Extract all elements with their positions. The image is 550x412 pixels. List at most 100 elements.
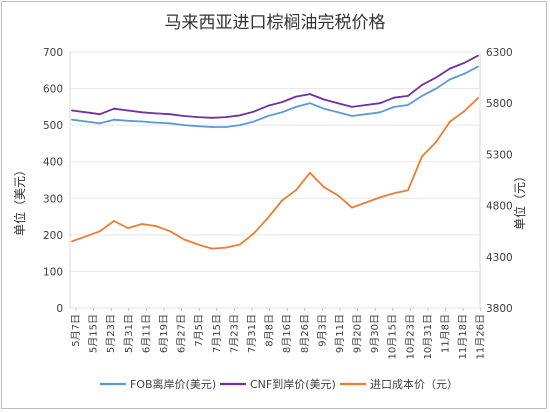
y-tick-left-0: 0: [56, 303, 63, 315]
data-point-2-26: [435, 141, 437, 144]
data-point-2-12: [239, 243, 241, 246]
data-point-2-21: [365, 201, 367, 204]
data-point-0-26: [435, 87, 437, 90]
y-tick-left-3: 300: [43, 193, 63, 205]
data-point-2-14: [267, 216, 269, 219]
data-point-1-1: [85, 111, 87, 114]
data-point-2-20: [351, 206, 353, 209]
x-tick-label-12: 8月16日: [281, 314, 293, 353]
data-point-1-12: [239, 114, 241, 117]
data-point-1-2: [99, 113, 101, 116]
data-point-0-8: [183, 124, 185, 127]
data-point-2-1: [85, 235, 87, 238]
x-tick-label-16: 9月20日: [352, 314, 364, 353]
x-tick-label-1: 5月15日: [88, 314, 100, 353]
x-tick-label-10: 7月31日: [246, 314, 258, 353]
y-tick-right-1: 4300: [486, 252, 513, 264]
data-point-2-27: [449, 120, 451, 123]
data-point-2-25: [421, 155, 423, 158]
data-point-1-17: [309, 93, 311, 95]
data-point-2-22: [379, 196, 381, 199]
data-point-2-8: [183, 238, 185, 241]
data-point-0-5: [141, 120, 143, 123]
data-point-0-21: [365, 113, 367, 116]
data-point-0-13: [253, 120, 255, 123]
x-tick-label-15: 9月11日: [334, 314, 346, 353]
y-axis-label-right: 单位（元）: [512, 170, 527, 230]
data-point-0-25: [421, 94, 423, 97]
data-point-2-19: [337, 194, 339, 197]
x-tick-label-0: 5月7日: [70, 314, 82, 347]
y-tick-left-5: 500: [43, 120, 63, 132]
x-tick-label-13: 8月26日: [299, 314, 311, 353]
x-tick-label-23: 11月26日: [475, 314, 487, 359]
data-point-2-10: [211, 247, 213, 250]
data-point-0-3: [113, 118, 115, 121]
legend-label-0: FOB离岸价(美元): [130, 377, 216, 391]
data-point-1-20: [351, 105, 353, 108]
data-point-0-22: [379, 111, 381, 114]
data-point-2-7: [169, 230, 171, 233]
data-point-1-11: [225, 116, 227, 118]
data-point-0-19: [337, 111, 339, 114]
data-point-2-9: [197, 243, 199, 246]
data-point-0-12: [239, 124, 241, 127]
data-point-0-4: [127, 119, 129, 122]
data-point-0-15: [281, 111, 283, 114]
data-point-1-16: [295, 95, 297, 98]
series-line-2: [71, 97, 479, 250]
x-tick-label-8: 7月15日: [211, 314, 223, 353]
x-tick-label-2: 5月23日: [105, 314, 117, 353]
data-point-0-9: [197, 125, 199, 128]
y-axis-label-left: 单位（美元）: [12, 164, 27, 236]
y-tick-right-4: 5800: [486, 98, 513, 110]
data-point-2-3: [113, 220, 115, 222]
data-point-0-2: [99, 122, 101, 125]
data-point-1-13: [253, 110, 255, 113]
x-tick-label-17: 9月30日: [369, 314, 381, 353]
legend-label-2: 进口成本价（元）: [370, 377, 458, 391]
data-point-1-14: [267, 104, 269, 107]
data-point-1-27: [449, 67, 451, 70]
chart-title: 马来西亚进口棕榈油完税价格: [164, 13, 386, 33]
data-point-0-29: [477, 65, 479, 68]
y-tick-right-5: 6300: [486, 47, 513, 59]
data-point-0-17: [309, 102, 311, 105]
data-point-1-8: [183, 115, 185, 117]
data-point-2-6: [155, 225, 157, 227]
data-point-0-20: [351, 115, 353, 117]
data-point-1-5: [141, 111, 143, 114]
data-point-1-22: [379, 102, 381, 105]
x-tick-label-5: 6月19日: [158, 314, 170, 353]
data-point-0-14: [267, 115, 269, 117]
data-point-1-26: [435, 76, 437, 79]
data-point-1-25: [421, 84, 423, 86]
data-point-1-15: [281, 101, 283, 104]
data-point-2-0: [71, 240, 73, 243]
x-tick-label-18: 10月15日: [387, 314, 399, 359]
x-tick-label-9: 7月23日: [228, 314, 240, 353]
data-point-0-28: [463, 73, 465, 75]
data-point-1-28: [463, 62, 465, 64]
x-tick-label-22: 11月18日: [457, 314, 469, 359]
x-tick-label-21: 11月8日: [440, 314, 452, 353]
data-point-0-23: [393, 105, 395, 108]
data-point-2-23: [393, 192, 395, 195]
data-point-0-1: [85, 120, 87, 123]
data-point-2-2: [99, 230, 101, 233]
data-point-2-24: [407, 189, 409, 192]
y-tick-left-4: 400: [43, 157, 63, 169]
x-tick-label-7: 7月5日: [193, 314, 205, 347]
legend-label-1: CNF到岸价(美元): [250, 378, 336, 391]
data-point-0-10: [211, 126, 213, 128]
data-point-2-18: [323, 186, 325, 189]
data-point-0-18: [323, 107, 325, 110]
data-point-1-6: [155, 112, 157, 115]
data-point-1-4: [127, 109, 129, 112]
data-point-1-23: [393, 96, 395, 99]
x-tick-label-4: 6月11日: [140, 314, 152, 353]
plot-area-border: [69, 51, 481, 309]
data-point-1-21: [365, 104, 367, 106]
